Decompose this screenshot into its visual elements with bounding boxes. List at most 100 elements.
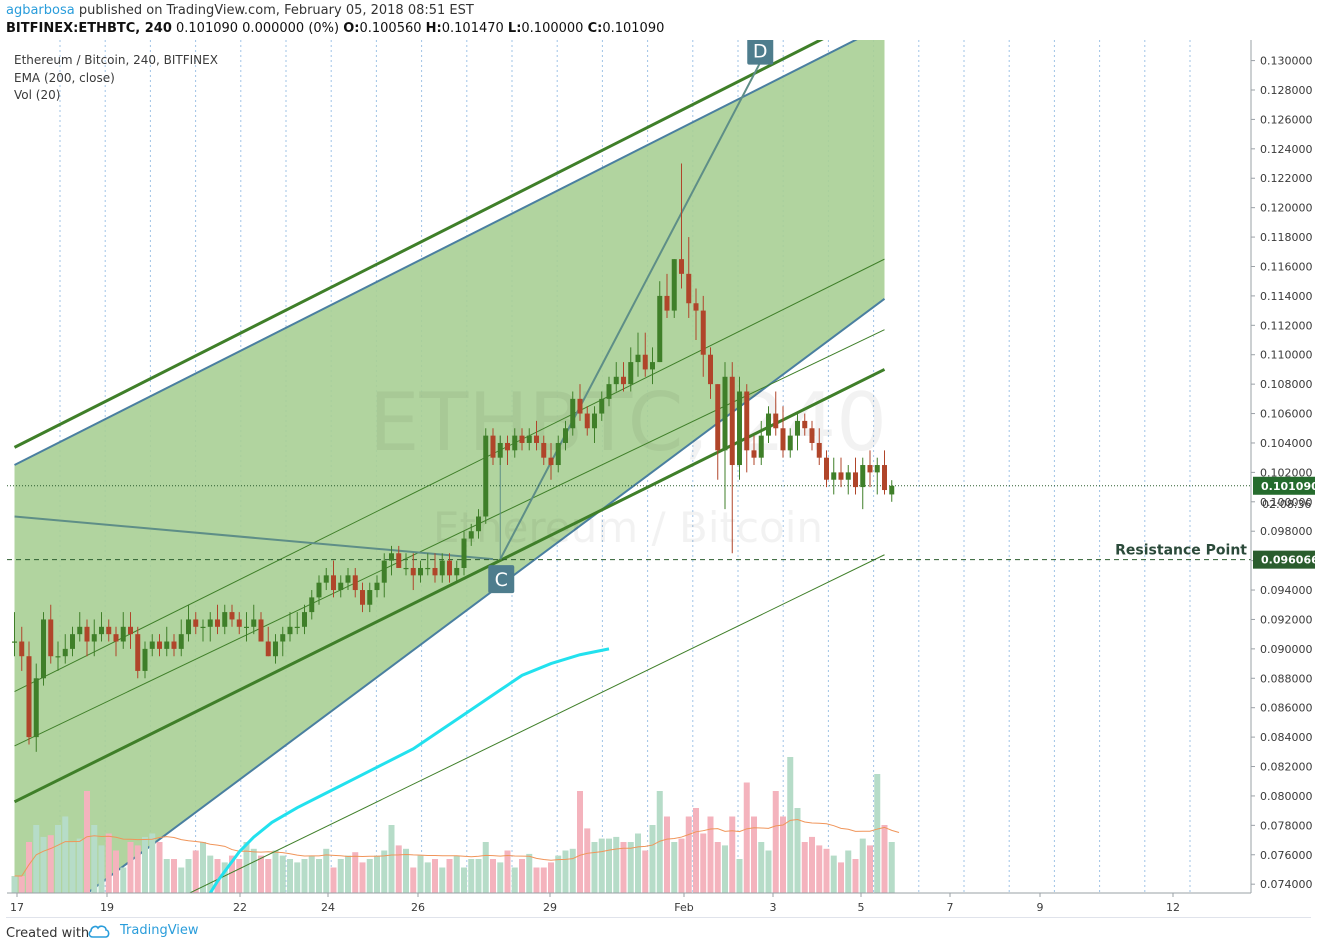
candle-body [642,354,648,370]
price-tick-label: 0.106000 [1260,408,1313,421]
volume-bar [395,845,402,893]
candle-body [367,590,373,605]
candle-body [497,442,503,458]
tradingview-link[interactable]: TradingView [88,923,199,938]
legend-vol: Vol (20) [14,88,60,102]
trendline[interactable] [14,258,885,692]
point-c-label: C [495,569,508,591]
trendline[interactable] [13,40,885,449]
volume-bar [33,825,40,893]
volume-bar [55,825,61,893]
price-axis[interactable]: 0.130000 0.128000 0.126000 0.124000 0.122000… [1250,40,1317,893]
candle-body [280,634,286,642]
candle-body [766,413,771,436]
volume-bar [874,774,881,893]
author-link[interactable]: agbarbosa [6,3,75,18]
last-price-label: 0.101090 [1261,480,1317,493]
volume-bar [787,757,794,893]
volume-bar [323,848,330,893]
candle-body [671,259,677,311]
candle-body [700,310,706,355]
watermark-symbol: ETHBTC, 240 [369,376,887,469]
time-tick-label: 29 [543,901,557,914]
volume-bar [533,867,540,893]
volume-bar [453,855,460,893]
candle-body [164,641,170,649]
resistance-price-label: 0.096066 [1261,554,1317,567]
countdown-label: 02:08:36 [1262,498,1311,511]
time-axis[interactable]: 17 19 22 24 26 29 Feb 3 5 7 9 12 [7,892,1251,914]
candle-body [860,465,866,488]
price-tick-label: 0.094000 [1260,584,1313,597]
high-label: H: [425,21,442,36]
published-text: published on TradingView.com, February 0… [78,3,474,18]
price-tick-label: 0.086000 [1260,702,1313,715]
point-d-box [747,40,774,65]
volume-bar [490,859,496,893]
candle-body [374,582,380,591]
candles [12,163,895,752]
volume-bar [337,859,344,893]
candle-body [48,619,54,657]
candle-body [505,442,510,451]
trendline[interactable] [160,554,885,908]
volume-bar [316,859,322,893]
candle-body [396,553,402,568]
volume-bar [424,862,431,893]
volume-bar [432,859,438,893]
price-tick-label: 0.114000 [1260,290,1313,303]
price-tick-label: 0.080000 [1260,790,1313,803]
candle-body [265,641,271,657]
candle-body [468,531,474,539]
price-tick-label: 0.102000 [1260,466,1313,479]
candle-body [207,619,213,627]
watermark-name: Ethereum / Bitcoin [433,503,823,552]
candle-body [331,575,336,591]
volume-bar [635,833,641,893]
candle-body [780,428,786,451]
volume-bar [881,825,888,893]
volume-bar [519,859,525,893]
publish-header: agbarbosa published on TradingView.com, … [0,0,1317,40]
candle-body [258,619,264,642]
candle-body [729,376,735,466]
candle-body [613,376,619,385]
candle-body [461,538,467,568]
candle-body [519,435,525,443]
candle-body [722,376,728,451]
volume-bar [548,862,554,893]
volume-bar [192,850,199,893]
volume-bar [374,855,380,893]
markers: C D Resistance Point [488,40,1247,594]
candle-body [360,590,365,605]
volume-bar [105,833,112,893]
price-chart[interactable]: ETHBTC, 240 Ethereum / Bitcoin C D Resista… [0,40,1317,917]
time-tick-label: 26 [411,901,425,914]
volume-bar [47,835,54,893]
volume-bar [845,850,852,893]
volume-bar [656,791,663,893]
trendline[interactable] [499,60,763,560]
volume-bar [598,838,605,893]
candle-body [186,619,191,635]
volume-bar [859,838,866,893]
candle-body [882,465,887,491]
candle-body [751,450,757,458]
quote-line: BITFINEX:ETHBTC, 240 0.101090 0.000000 (… [6,21,664,36]
candle-body [439,560,445,576]
volume-bar [178,867,185,893]
candle-body [592,413,597,429]
time-tick-label: 7 [947,901,954,914]
candle-body [389,553,394,561]
candle-body [171,641,177,649]
trendline[interactable] [14,515,494,561]
volume-bar [11,876,18,893]
candle-body [236,619,242,627]
candle-body [483,435,489,517]
candle-body [795,420,800,436]
candle-body [490,435,496,458]
volume-bar [627,842,634,893]
volume-bar [142,836,148,893]
price-tick-label: 0.128000 [1260,84,1313,97]
candle-body [273,641,278,657]
